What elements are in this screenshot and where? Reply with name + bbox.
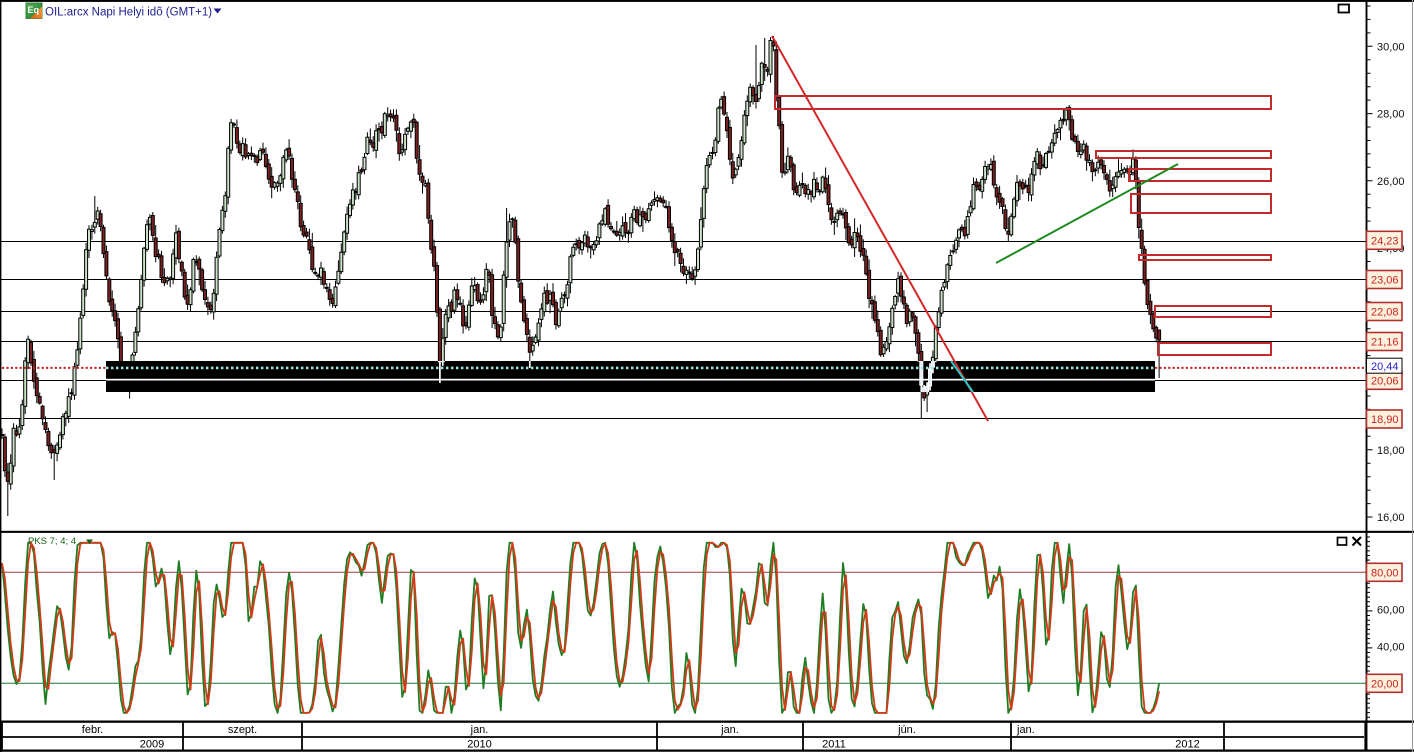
svg-text:20,44: 20,44 bbox=[1371, 361, 1399, 373]
svg-text:2009: 2009 bbox=[140, 739, 164, 751]
svg-text:23,06: 23,06 bbox=[1371, 275, 1399, 287]
svg-text:jan.: jan. bbox=[720, 724, 739, 736]
svg-text:40,00: 40,00 bbox=[1377, 641, 1405, 653]
svg-text:jan.: jan. bbox=[1016, 724, 1035, 736]
svg-text:18,90: 18,90 bbox=[1371, 414, 1399, 426]
svg-text:febr.: febr. bbox=[82, 724, 103, 736]
svg-text:24,23: 24,23 bbox=[1371, 235, 1399, 247]
svg-text:OIL:arcx Napi Helyi idõ (GMT+1: OIL:arcx Napi Helyi idõ (GMT+1) bbox=[45, 7, 212, 19]
svg-text:21,16: 21,16 bbox=[1371, 337, 1399, 349]
svg-text:80,00: 80,00 bbox=[1371, 567, 1399, 579]
svg-text:28,00: 28,00 bbox=[1377, 109, 1405, 121]
svg-text:szept.: szept. bbox=[228, 724, 257, 736]
svg-text:2011: 2011 bbox=[822, 739, 846, 751]
svg-text:18,00: 18,00 bbox=[1377, 445, 1405, 457]
svg-text:30,00: 30,00 bbox=[1377, 41, 1405, 53]
svg-text:22,08: 22,08 bbox=[1371, 307, 1399, 319]
svg-text:20,06: 20,06 bbox=[1371, 375, 1399, 387]
svg-text:jún.: jún. bbox=[897, 724, 916, 736]
svg-text:Eq: Eq bbox=[28, 5, 40, 15]
svg-text:16,00: 16,00 bbox=[1377, 512, 1405, 524]
svg-text:60,00: 60,00 bbox=[1377, 604, 1405, 616]
svg-text:2010: 2010 bbox=[467, 739, 491, 751]
svg-text:2012: 2012 bbox=[1175, 739, 1199, 751]
svg-text:26,00: 26,00 bbox=[1377, 176, 1405, 188]
svg-text:jan.: jan. bbox=[470, 724, 489, 736]
svg-text:PKS 7; 4; 4: PKS 7; 4; 4 bbox=[28, 536, 76, 547]
svg-text:20,00: 20,00 bbox=[1371, 678, 1399, 690]
